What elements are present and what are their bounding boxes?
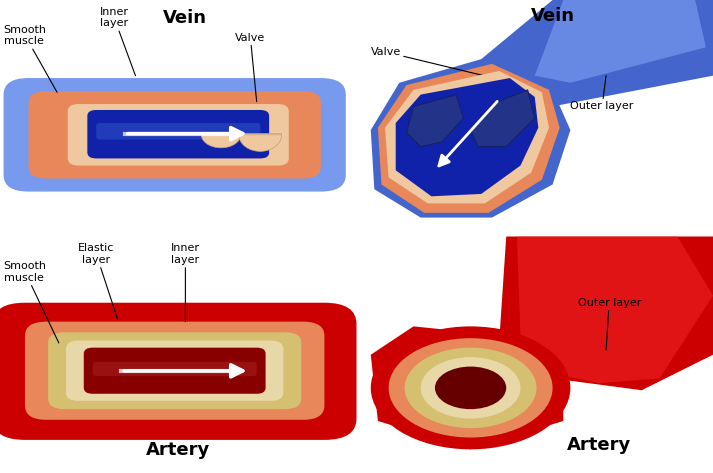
- Text: Smooth
muscle: Smooth muscle: [4, 25, 57, 92]
- FancyBboxPatch shape: [88, 110, 270, 158]
- Polygon shape: [471, 90, 535, 147]
- FancyBboxPatch shape: [48, 333, 301, 409]
- Ellipse shape: [405, 348, 537, 428]
- Text: Inner
layer: Inner layer: [100, 7, 135, 76]
- Text: Outer layer: Outer layer: [578, 298, 641, 350]
- Text: Vein: Vein: [163, 9, 207, 27]
- Ellipse shape: [435, 367, 506, 409]
- Polygon shape: [517, 236, 713, 383]
- Text: Artery: Artery: [567, 436, 631, 454]
- Text: Elastic
layer: Elastic layer: [78, 243, 118, 319]
- Polygon shape: [396, 78, 538, 196]
- FancyBboxPatch shape: [4, 78, 346, 192]
- Text: Valve: Valve: [371, 47, 513, 83]
- FancyBboxPatch shape: [84, 348, 265, 394]
- FancyBboxPatch shape: [29, 91, 321, 178]
- Polygon shape: [201, 135, 241, 148]
- Polygon shape: [481, 0, 713, 106]
- Text: Valve: Valve: [235, 33, 265, 102]
- Polygon shape: [535, 0, 706, 83]
- Polygon shape: [378, 64, 560, 213]
- Text: Outer layer: Outer layer: [570, 76, 634, 112]
- Ellipse shape: [421, 357, 520, 419]
- Text: Inner
layer: Inner layer: [171, 243, 200, 322]
- Text: Vein: Vein: [530, 7, 575, 25]
- Polygon shape: [406, 95, 463, 147]
- Polygon shape: [385, 71, 549, 203]
- Polygon shape: [201, 133, 241, 147]
- Text: Smooth
muscle: Smooth muscle: [4, 261, 58, 343]
- Polygon shape: [371, 59, 570, 218]
- FancyBboxPatch shape: [96, 123, 260, 140]
- FancyBboxPatch shape: [25, 322, 324, 420]
- Text: Artery: Artery: [146, 441, 210, 459]
- Ellipse shape: [371, 326, 570, 449]
- Polygon shape: [499, 236, 713, 390]
- Ellipse shape: [389, 338, 553, 438]
- Polygon shape: [239, 133, 282, 150]
- Polygon shape: [239, 135, 282, 151]
- FancyBboxPatch shape: [66, 341, 284, 401]
- FancyBboxPatch shape: [0, 303, 356, 440]
- Polygon shape: [371, 326, 563, 449]
- FancyBboxPatch shape: [93, 362, 257, 376]
- FancyBboxPatch shape: [68, 104, 289, 166]
